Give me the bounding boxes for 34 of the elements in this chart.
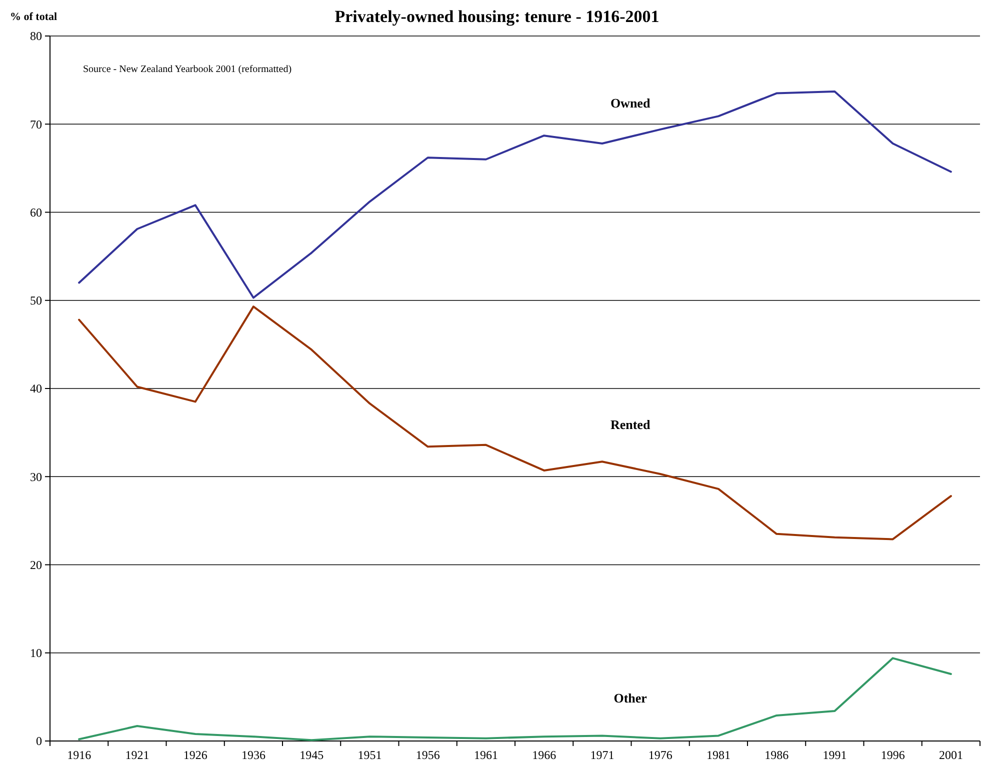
text: Rented <box>610 416 651 432</box>
x-tick-label: 1916 <box>67 748 92 762</box>
x-tick-label: 1981 <box>706 748 730 762</box>
x-tick-label: 1986 <box>764 748 789 762</box>
x-tick-label: 1936 <box>241 748 266 762</box>
y-tick-label: 70 <box>30 117 42 132</box>
x-tick-label: 1991 <box>822 748 847 762</box>
x-tick-label: 1956 <box>416 748 440 762</box>
x-tick-label: 1971 <box>590 748 614 762</box>
y-tick-label: 80 <box>30 29 42 44</box>
x-tick-label: 1961 <box>474 748 498 762</box>
annotation: Source - New Zealand Yearbook 2001 (reformatted) <box>83 64 292 75</box>
x-tick-label: 1976 <box>648 748 672 762</box>
y-tick-label: 10 <box>30 646 42 660</box>
y-tick-label: 50 <box>30 294 42 308</box>
series-label: Owned <box>610 95 651 110</box>
x-tick-label: 2001 <box>938 748 963 762</box>
x-tick-label: 1921 <box>125 748 150 762</box>
x-tick-label: 1996 <box>880 748 905 762</box>
line-series <box>78 90 952 299</box>
x-tick-label: 1945 <box>300 748 324 762</box>
y-tick-label: 30 <box>30 470 42 484</box>
y-tick-label: 0 <box>36 734 42 748</box>
chart-title: Privately-owned housing: tenure - 1916-2001 <box>334 7 660 26</box>
y-tick-label: 20 <box>30 558 42 572</box>
x-tick-label: 1966 <box>532 748 556 762</box>
text: Other <box>614 690 648 706</box>
y-tick-label: 40 <box>30 382 42 396</box>
line-series <box>78 306 952 540</box>
y-axis-title: % of total <box>10 11 58 23</box>
x-tick-label: 1951 <box>358 748 382 762</box>
y-tick-label: 60 <box>30 205 42 220</box>
line-series <box>78 657 952 742</box>
x-tick-label: 1926 <box>183 748 208 762</box>
